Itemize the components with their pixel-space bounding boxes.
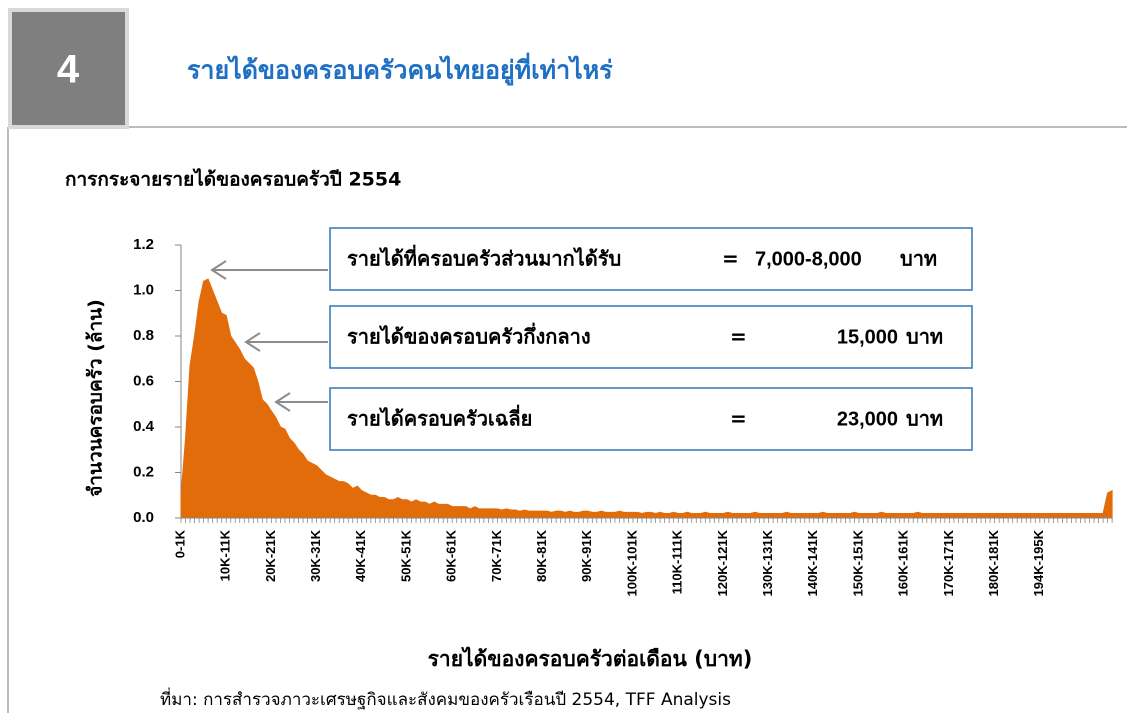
annotation-unit: บาท	[906, 407, 943, 431]
arrow-head	[274, 392, 291, 412]
y-tick-label: 1.2	[133, 236, 154, 253]
annotation-equals: =	[722, 247, 739, 271]
annotation-unit: บาท	[900, 247, 937, 271]
y-tick-label: 1.0	[133, 281, 154, 298]
x-tick-label: 60K-61K	[444, 529, 459, 582]
x-tick-label: 50K-51K	[398, 529, 413, 582]
x-tick-label: 180K-181K	[986, 529, 1001, 596]
annotation-label: รายได้ที่ครอบครัวส่วนมากได้รับ	[347, 244, 621, 271]
annotation-label: รายได้ของครอบครัวกึ่งกลาง	[347, 322, 591, 349]
x-tick-label: 20K-21K	[263, 529, 278, 582]
annotation-box	[329, 305, 973, 369]
annotation-box	[329, 387, 973, 451]
x-tick-label: 194K-195K	[1031, 529, 1046, 596]
annotation-unit: บาท	[906, 325, 943, 349]
x-tick-label: 110K-111K	[670, 529, 685, 594]
annotation-label: รายได้ครอบครัวเฉลี่ย	[347, 404, 532, 431]
x-tick-label: 40K-41K	[353, 529, 368, 582]
chart-title: การกระจายรายได้ของครอบครัวปี 2554	[65, 168, 401, 191]
annotation-value: 7,000-8,000	[755, 248, 862, 270]
x-tick-label: 30K-31K	[308, 529, 323, 582]
area	[180, 278, 1113, 519]
annotation-equals: =	[730, 407, 747, 431]
x-axis-label: รายได้ของครอบครัวต่อเดือน (บาท)	[428, 646, 753, 671]
x-tick-label: 120K-121K	[715, 529, 730, 596]
annotation-value: 23,000	[837, 408, 898, 430]
arrow-head	[244, 332, 261, 352]
y-tick-label: 0.4	[133, 418, 155, 435]
x-tick-label: 10K-11K	[218, 529, 233, 581]
y-tick-label: 0.6	[133, 372, 154, 389]
x-tick-label: 90K-91K	[579, 529, 594, 582]
x-tick-label: 0-1K	[172, 529, 187, 558]
annotation-equals: =	[730, 325, 747, 349]
y-tick-label: 0.8	[133, 327, 154, 344]
slide-badge	[8, 8, 129, 129]
x-tick-label: 150K-151K	[850, 529, 865, 596]
source-note: ที่มา: การสำรวจภาวะเศรษฐกิจและสังคมของคร…	[160, 687, 731, 710]
x-tick-label: 130K-131K	[760, 529, 775, 596]
y-axis-label: จำนวนครอบครัว (ล้าน)	[85, 299, 107, 497]
x-tick-label: 140K-141K	[805, 529, 820, 596]
annotation-box	[329, 227, 973, 291]
arrow-head	[210, 260, 227, 280]
annotation-value: 15,000	[837, 326, 898, 348]
x-tick-label: 80K-81K	[534, 529, 549, 582]
slide-title: รายได้ของครอบครัวคนไทยอยู่ที่เท่าไหร่	[187, 53, 613, 87]
x-tick-label: 170K-171K	[941, 529, 956, 596]
x-tick-label: 100K-101K	[624, 529, 639, 596]
x-tick-label: 70K-71K	[489, 529, 504, 582]
y-tick-label: 0.2	[133, 463, 154, 480]
y-tick-label: 0.0	[133, 509, 154, 526]
slide-number: 4	[57, 48, 80, 92]
x-tick-label: 160K-161K	[896, 529, 911, 596]
